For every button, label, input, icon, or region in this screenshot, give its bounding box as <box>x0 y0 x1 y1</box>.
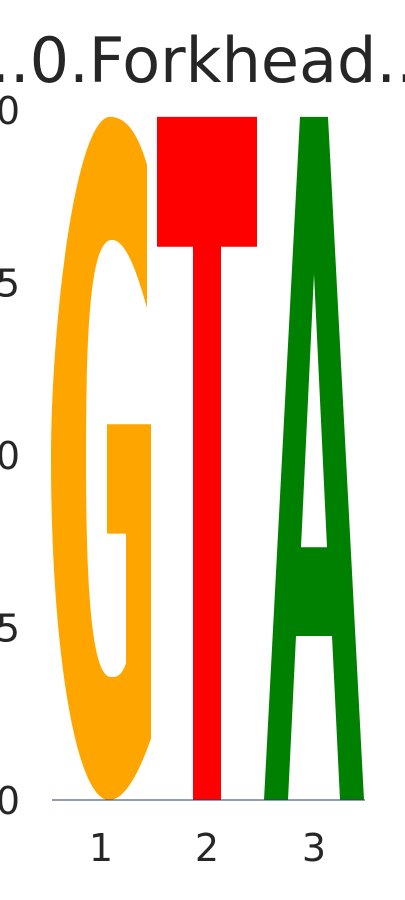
chart-title: ...0.Forkhead... <box>0 24 405 97</box>
x-axis-ticks: 1 2 3 <box>89 826 326 870</box>
logo-letter-t <box>157 116 257 800</box>
y-axis-ticks: 0 5 0 5 0 <box>0 89 20 823</box>
x-tick-label: 2 <box>195 826 219 870</box>
y-tick-label: 0 <box>0 434 20 478</box>
logo-letter-a <box>264 116 364 800</box>
logo-glyphs <box>51 116 364 800</box>
y-tick-label: 0 <box>0 779 20 823</box>
y-tick-label: 5 <box>0 607 20 651</box>
y-tick-label: 0 <box>0 89 20 133</box>
x-tick-label: 1 <box>89 826 113 870</box>
y-tick-label: 5 <box>0 262 20 306</box>
logo-letter-g <box>51 116 151 800</box>
x-tick-label: 3 <box>302 826 326 870</box>
